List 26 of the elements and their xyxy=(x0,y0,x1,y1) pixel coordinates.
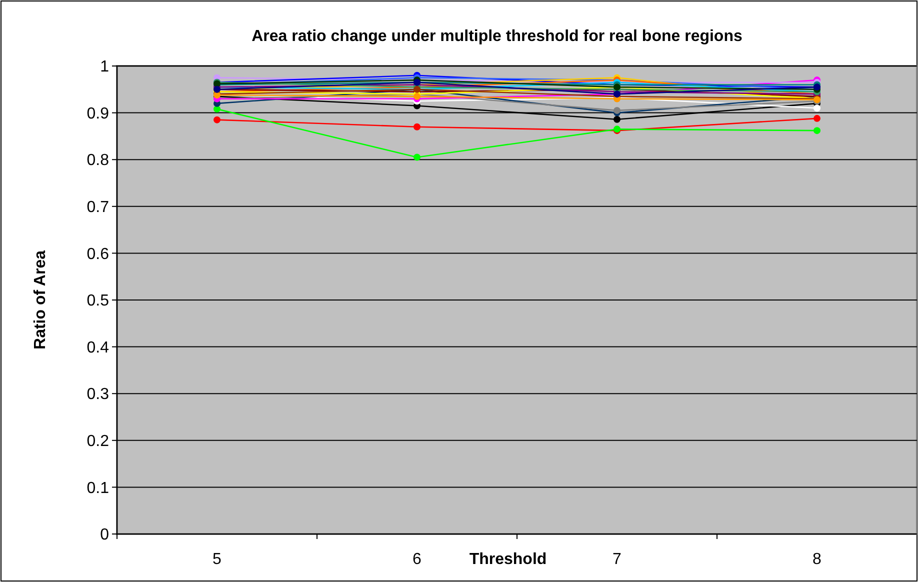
point xyxy=(814,114,820,122)
y-tick-label: 0.4 xyxy=(86,339,110,356)
y-tick-label: 0.9 xyxy=(86,105,110,122)
x-tick-label: 6 xyxy=(412,551,422,568)
point xyxy=(814,127,820,134)
point xyxy=(414,123,420,130)
y-tick-label: 0 xyxy=(100,526,110,544)
point xyxy=(614,116,620,123)
y-tick-label: 0.8 xyxy=(86,152,110,170)
point xyxy=(214,116,220,124)
chart-title: Area ratio change under multiple threshold for real bone regions xyxy=(252,28,742,45)
y-tick-label: 0.5 xyxy=(86,292,110,310)
y-tick-label: 1 xyxy=(100,58,110,76)
y-tick-label: 0.1 xyxy=(86,480,110,497)
x-tick-label: 8 xyxy=(812,551,822,568)
point xyxy=(614,106,620,114)
y-tick-label: 0.6 xyxy=(86,246,110,263)
y-tick-label: 0.2 xyxy=(86,433,110,450)
y-axis-title: Ratio of Area xyxy=(32,250,49,350)
x-axis-title: Threshold xyxy=(469,551,547,568)
y-tick-label: 0.7 xyxy=(86,199,110,216)
x-tick-label: 7 xyxy=(612,551,622,568)
point xyxy=(414,154,420,161)
y-tick-label: 0.3 xyxy=(86,386,110,404)
point xyxy=(814,104,820,112)
x-tick-label: 5 xyxy=(212,551,222,568)
